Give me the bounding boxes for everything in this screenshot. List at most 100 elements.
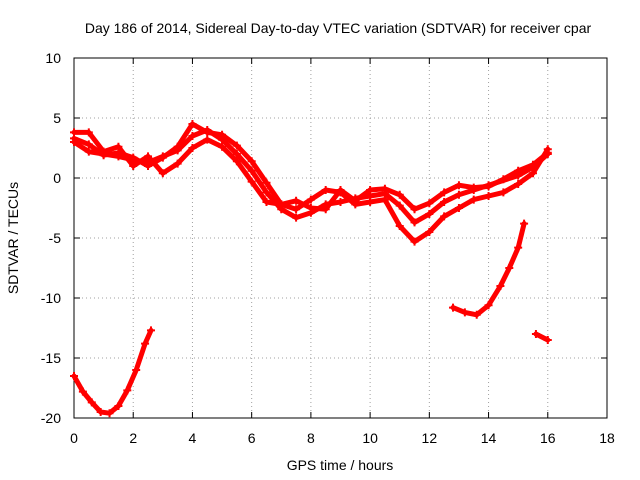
data-point	[395, 222, 404, 230]
series-segment-a-markers	[70, 326, 155, 418]
grid	[74, 58, 607, 418]
data-point	[514, 243, 523, 252]
y-axis-label: SDTVAR / TECUs	[5, 182, 21, 294]
data-point	[144, 152, 153, 161]
data-point	[472, 310, 481, 319]
data-point	[144, 162, 153, 170]
data-point	[173, 142, 182, 151]
data-point	[454, 190, 463, 199]
data-point	[247, 166, 256, 175]
data-point	[262, 188, 271, 197]
data-point	[277, 200, 286, 209]
x-tick-label: 18	[599, 430, 615, 446]
data-point	[158, 153, 167, 162]
x-tick-label: 14	[481, 430, 497, 446]
data-point	[70, 372, 78, 380]
data-point	[321, 205, 330, 214]
data-point	[496, 282, 505, 290]
data-point	[366, 186, 375, 194]
data-point	[440, 212, 449, 221]
x-tick-label: 6	[248, 430, 256, 446]
data-point	[514, 180, 523, 188]
data-point	[114, 402, 123, 410]
data-point	[232, 141, 241, 150]
data-point	[99, 151, 108, 160]
series-track-3-markers	[70, 120, 552, 214]
data-point	[531, 330, 540, 338]
data-point	[543, 148, 552, 157]
data-point	[78, 387, 87, 396]
data-point	[146, 326, 155, 335]
data-point	[440, 188, 449, 197]
data-point	[395, 190, 404, 199]
data-point	[454, 204, 463, 212]
data-point	[141, 339, 150, 348]
data-point	[380, 195, 389, 204]
y-tick-label: 0	[53, 170, 61, 186]
data-point	[262, 198, 271, 206]
x-axis-label: GPS time / hours	[287, 457, 394, 473]
data-point	[123, 386, 132, 395]
x-tick-label: 2	[129, 430, 137, 446]
data-point	[425, 228, 434, 236]
data-point	[218, 142, 227, 151]
data-point	[460, 308, 469, 317]
x-tick-label: 12	[422, 430, 438, 446]
data-point	[188, 132, 197, 140]
data-point	[232, 150, 241, 158]
data-point	[84, 140, 93, 149]
data-point	[336, 198, 345, 206]
data-point	[105, 409, 114, 418]
axis-ticks	[73, 57, 608, 419]
data-point	[321, 186, 330, 194]
series-segment-b	[450, 221, 527, 318]
y-tick-label: 5	[53, 110, 61, 126]
data-point	[247, 157, 256, 166]
data-point	[203, 135, 212, 144]
data-point	[425, 210, 434, 218]
x-tick-label: 0	[70, 430, 78, 446]
data-point	[543, 336, 552, 344]
data-point	[484, 182, 493, 191]
y-tick-label: -20	[41, 410, 61, 426]
data-point	[70, 134, 78, 143]
data-point	[499, 175, 508, 184]
data-point	[129, 153, 138, 162]
y-tick-label: -5	[49, 230, 62, 246]
data-point	[158, 169, 167, 178]
data-point	[188, 144, 197, 152]
data-point	[528, 160, 537, 169]
tick-labels: 0 2 4 6 8 10 12 14 16 18 10 5 0 -5 -10 -15 -20	[41, 50, 615, 446]
x-tick-label: 4	[189, 430, 197, 446]
data-point	[173, 159, 182, 168]
data-point	[218, 130, 227, 139]
data-point	[425, 199, 434, 208]
data-point	[528, 169, 537, 178]
data-point	[306, 204, 315, 212]
series-segment-a	[71, 327, 154, 416]
series-layer	[70, 120, 552, 418]
data-point	[395, 201, 404, 210]
data-point	[469, 195, 478, 204]
data-point	[505, 264, 514, 272]
data-point	[410, 205, 419, 214]
x-tick-label: 8	[307, 430, 315, 446]
data-point	[449, 303, 458, 312]
y-tick-label: -10	[41, 290, 61, 306]
data-point	[129, 162, 138, 170]
data-point	[351, 196, 360, 205]
y-tick-label: -15	[41, 350, 61, 366]
data-point	[380, 184, 389, 193]
data-point	[484, 301, 493, 310]
data-point	[440, 198, 449, 206]
data-point	[232, 157, 241, 166]
x-tick-label: 16	[540, 430, 556, 446]
data-point	[410, 218, 419, 227]
data-point	[188, 120, 197, 128]
data-point	[292, 205, 301, 214]
data-point	[454, 181, 463, 190]
series-segment-c-markers	[531, 330, 552, 344]
data-point	[87, 398, 96, 407]
data-point	[114, 148, 123, 157]
